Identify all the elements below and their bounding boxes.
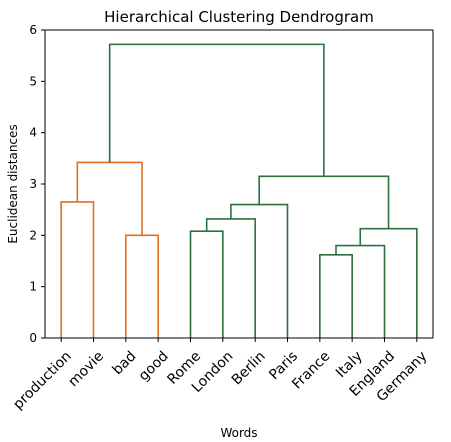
leaf-label: production — [10, 348, 74, 412]
y-tick-label: 3 — [29, 177, 37, 191]
y-axis-ticks: 0 1 2 3 4 5 6 — [29, 23, 45, 345]
plot-frame — [44, 29, 434, 339]
y-tick-label: 1 — [29, 280, 37, 294]
dendrogram-link — [319, 254, 353, 338]
leaf-label: bad — [109, 348, 139, 378]
y-tick-label: 6 — [29, 23, 37, 37]
y-tick-label: 0 — [29, 331, 37, 345]
dendrogram-link — [76, 161, 143, 236]
x-axis-label: Words — [220, 426, 257, 440]
y-tick-label: 2 — [29, 228, 37, 242]
dendrogram-link — [205, 218, 256, 338]
leaf-label: movie — [65, 348, 107, 390]
dendrogram-link — [335, 244, 386, 338]
dendrogram-links — [60, 43, 418, 338]
dendrogram-link — [108, 43, 325, 177]
dendrogram-link — [258, 175, 390, 229]
leaf-label: Berlin — [229, 348, 269, 388]
chart-title: Hierarchical Clustering Dendrogram — [104, 8, 374, 26]
y-tick-label: 5 — [29, 74, 37, 88]
dendrogram-link — [189, 230, 224, 338]
dendrogram-link — [230, 203, 289, 338]
y-tick-label: 4 — [29, 126, 37, 140]
y-axis-label: Euclidean distances — [6, 124, 20, 243]
dendrogram-link — [125, 234, 159, 338]
dendrogram-link — [60, 201, 95, 338]
